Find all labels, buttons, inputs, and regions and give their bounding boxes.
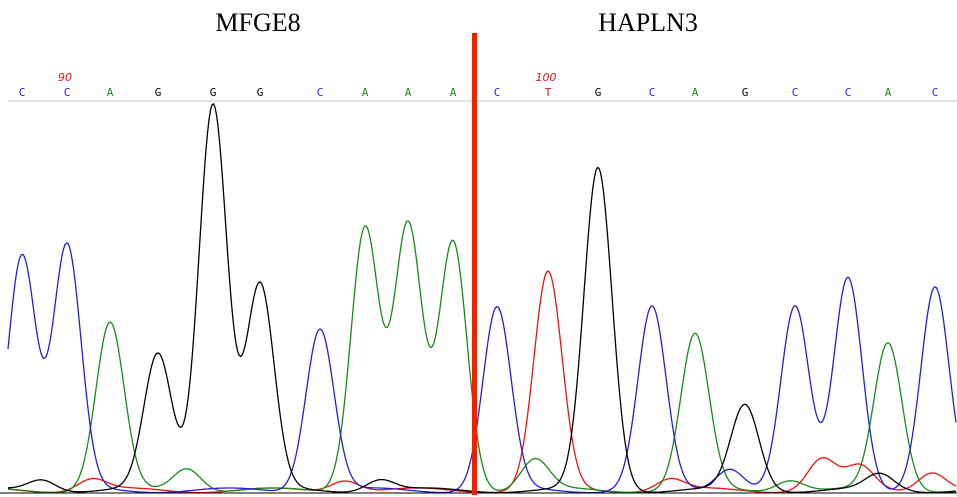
base-call-16: C bbox=[792, 86, 799, 99]
base-call-15: G bbox=[742, 86, 749, 99]
base-call-18: A bbox=[885, 86, 892, 99]
position-label-90: 90 bbox=[58, 71, 72, 84]
trace-A bbox=[7, 220, 957, 494]
base-call-19: C bbox=[932, 86, 939, 99]
fusion-junction-marker bbox=[472, 33, 477, 495]
base-call-12: G bbox=[595, 86, 602, 99]
base-call-1: C bbox=[64, 86, 71, 99]
position-labels: 90 100 bbox=[58, 71, 557, 84]
base-call-14: A bbox=[692, 86, 699, 99]
trace-T bbox=[7, 270, 957, 494]
base-call-4: G bbox=[210, 86, 217, 99]
base-call-13: C bbox=[649, 86, 656, 99]
base-call-7: A bbox=[362, 86, 369, 99]
base-call-2: A bbox=[107, 86, 114, 99]
base-call-5: G bbox=[257, 86, 264, 99]
gene-label-right: HAPLN3 bbox=[598, 8, 698, 37]
base-call-0: C bbox=[19, 86, 26, 99]
base-call-11: T bbox=[545, 86, 552, 99]
base-call-17: C bbox=[845, 86, 852, 99]
base-call-10: C bbox=[494, 86, 501, 99]
base-call-6: C bbox=[317, 86, 324, 99]
base-call-9: A bbox=[450, 86, 457, 99]
position-label-100: 100 bbox=[536, 71, 557, 84]
trace-G bbox=[8, 102, 957, 494]
trace-C bbox=[7, 242, 957, 494]
trace-area bbox=[7, 102, 957, 494]
base-call-3: G bbox=[155, 86, 162, 99]
base-call-8: A bbox=[405, 86, 412, 99]
gene-label-left: MFGE8 bbox=[215, 8, 300, 37]
